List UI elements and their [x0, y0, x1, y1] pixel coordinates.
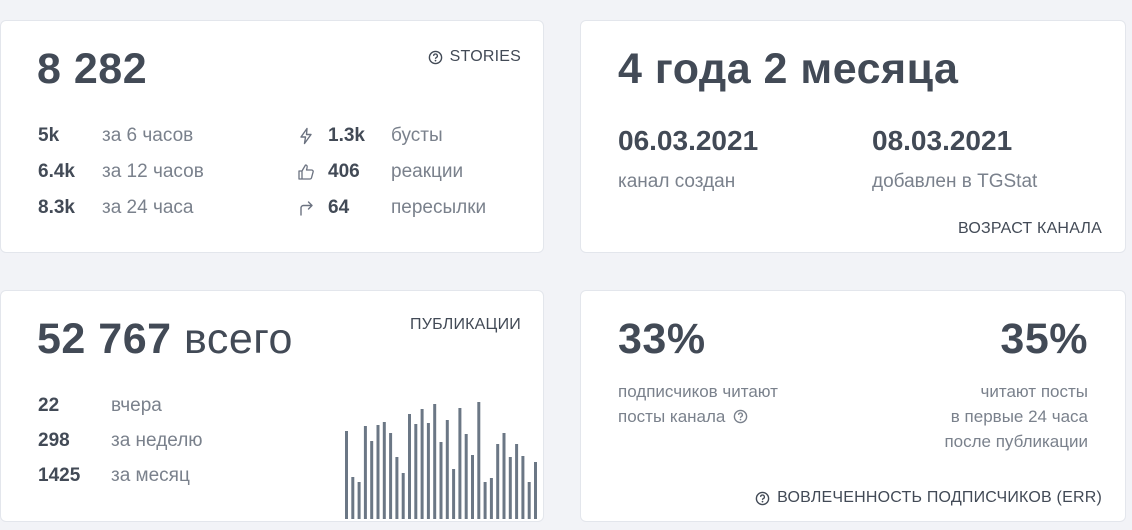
engagement-label-text: ВОВЛЕЧЕННОСТЬ ПОДПИСЧИКОВ (ERR)	[777, 489, 1102, 506]
question-circle-icon[interactable]	[733, 409, 748, 424]
pubs-week-label: за неделю	[111, 430, 203, 451]
publication-bar	[363, 426, 367, 519]
reactions-label: реакции	[391, 161, 464, 182]
publication-bar	[389, 433, 393, 519]
publication-bar	[382, 422, 386, 519]
views-6h-label: за 6 часов	[102, 125, 194, 146]
engagement-left-desc-line2: посты канала	[618, 407, 726, 426]
stories-card: 8 282 STORIES 5k за 6 часов 6.4k за 12 ч…	[0, 20, 544, 253]
publication-bar	[527, 482, 531, 519]
engagement-label[interactable]: ВОВЛЕЧЕННОСТЬ ПОДПИСЧИКОВ (ERR)	[755, 489, 1102, 507]
added-date: 08.03.2021	[872, 125, 1013, 156]
publication-bar	[483, 482, 487, 519]
publications-total-suffix: всего	[183, 315, 293, 363]
views-12h-value: 6.4k	[38, 161, 75, 182]
engagement-right-desc: читают посты в первые 24 часа после публ…	[944, 379, 1088, 454]
engagement-right-percent: 35%	[1000, 315, 1088, 363]
engagement-left-desc-line1: подписчиков читают	[618, 382, 778, 401]
stories-label-text: STORIES	[449, 48, 521, 65]
publication-bar	[357, 482, 361, 519]
created-date: 06.03.2021	[618, 125, 759, 156]
publication-bar	[345, 431, 348, 519]
engagement-right-desc-line2: в первые 24 часа	[950, 407, 1088, 426]
created-label: канал создан	[618, 171, 736, 192]
engagement-left-desc: подписчиков читают посты канала	[618, 379, 778, 429]
publication-bar	[445, 420, 449, 519]
reactions-value: 406	[328, 161, 360, 182]
publication-bar	[464, 434, 468, 519]
views-12h-label: за 12 часов	[102, 161, 204, 182]
publication-bar	[496, 444, 500, 519]
publications-total: 52 767	[37, 315, 172, 363]
channel-age-label: ВОЗРАСТ КАНАЛА	[958, 220, 1102, 237]
engagement-right-desc-line1: читают посты	[980, 382, 1088, 401]
boosts-label: бусты	[391, 125, 443, 146]
publication-bar	[433, 404, 437, 519]
views-24h-value: 8.3k	[38, 197, 75, 218]
publication-bar	[420, 409, 424, 519]
publications-bar-chart	[345, 402, 537, 519]
publication-bar	[439, 442, 443, 519]
lightning-icon	[300, 127, 312, 145]
engagement-right-desc-line3: после публикации	[944, 432, 1088, 451]
thumbs-up-icon	[298, 164, 314, 180]
publication-bar	[414, 424, 418, 519]
forward-arrow-icon	[300, 201, 313, 216]
boosts-value: 1.3k	[328, 125, 365, 146]
engagement-left-percent: 33%	[618, 315, 706, 363]
question-circle-icon[interactable]	[755, 491, 770, 506]
stories-label[interactable]: STORIES	[428, 48, 521, 66]
forwards-label: пересылки	[391, 197, 487, 218]
publication-bar	[471, 455, 474, 519]
publications-label: ПУБЛИКАЦИИ	[410, 316, 521, 333]
channel-age-card: 4 года 2 месяца 06.03.2021 канал создан …	[580, 20, 1126, 253]
pubs-month-label: за месяц	[111, 465, 190, 486]
publication-bar	[458, 408, 462, 519]
publication-bar	[376, 425, 380, 519]
stories-total: 8 282	[37, 45, 148, 93]
publication-bar	[370, 441, 374, 519]
question-circle-icon[interactable]	[428, 50, 443, 65]
added-label: добавлен в TGStat	[872, 171, 1038, 192]
publication-bar	[534, 462, 537, 519]
views-6h-value: 5k	[38, 125, 60, 146]
publication-bar	[508, 457, 512, 519]
publication-bar	[515, 444, 519, 519]
publication-bar	[351, 477, 355, 519]
views-24h-label: за 24 часа	[102, 197, 194, 218]
channel-age-title: 4 года 2 месяца	[618, 45, 959, 93]
pubs-week-value: 298	[38, 430, 70, 451]
pubs-yesterday-value: 22	[38, 395, 60, 416]
pubs-month-value: 1425	[38, 465, 81, 486]
publications-card: 52 767 всего ПУБЛИКАЦИИ 22 вчера 298 за …	[0, 290, 544, 522]
publication-bar	[477, 402, 481, 519]
publication-bar	[426, 423, 430, 519]
publication-bar	[401, 473, 405, 519]
publication-bar	[408, 414, 411, 519]
publication-bar	[452, 469, 456, 519]
publication-bar	[502, 433, 506, 519]
engagement-card: 33% 35% подписчиков читают посты канала …	[580, 290, 1126, 522]
forwards-value: 64	[328, 197, 350, 218]
publication-bar	[489, 478, 493, 519]
publication-bar	[521, 456, 525, 519]
pubs-yesterday-label: вчера	[111, 395, 162, 416]
publication-bar	[395, 457, 399, 519]
